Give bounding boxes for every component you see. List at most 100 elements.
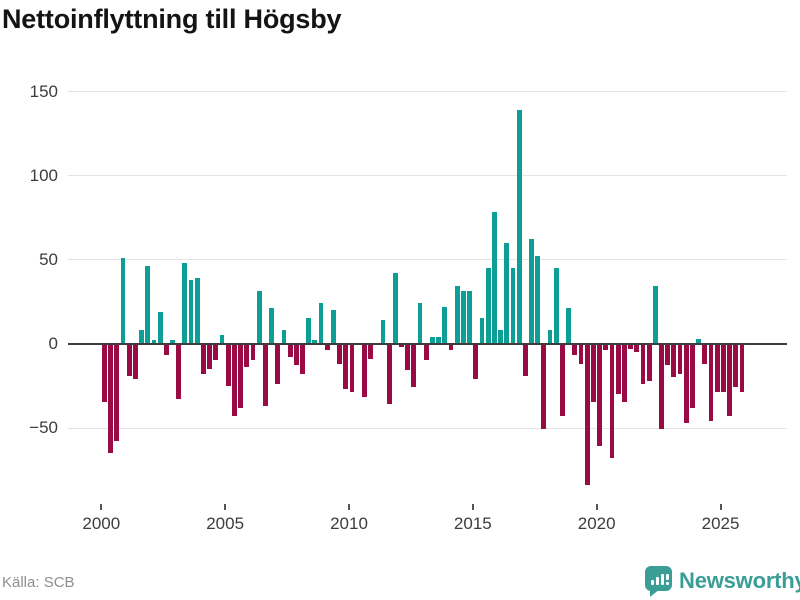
bar-2017-q3	[535, 256, 541, 344]
x-axis-tick	[719, 504, 722, 510]
x-axis-label-2020: 2020	[577, 514, 616, 533]
bar-2023-q3	[683, 343, 689, 423]
bar-2009-q3	[337, 343, 343, 364]
bar-2022-q4	[665, 343, 671, 366]
bar-2003-q2	[182, 262, 188, 344]
newsworthy-logo[interactable]: Newsworthy	[645, 565, 800, 597]
bar-2006-q1	[250, 343, 256, 361]
bar-2013-q2	[430, 336, 435, 344]
bar-2017-q1	[522, 343, 528, 376]
bar-2016-q3	[510, 267, 516, 344]
bar-2007-q2	[281, 330, 287, 344]
bar-2000-q3	[114, 343, 120, 442]
bar-2009-q1	[324, 343, 330, 351]
bar-2019-q2	[578, 343, 584, 364]
bar-2002-q1	[151, 340, 157, 344]
bar-2014-q4	[467, 291, 473, 344]
logo-bar-icon	[651, 580, 654, 585]
bar-2021-q1	[621, 343, 627, 403]
bar-2001-q4	[145, 266, 151, 344]
bar-2004-q4	[219, 335, 225, 344]
bar-2000-q2	[108, 343, 113, 453]
bar-2024-q1	[696, 338, 702, 344]
bar-2006-q2	[256, 291, 262, 344]
gridline-50	[68, 259, 787, 261]
x-axis-label-2015: 2015	[453, 514, 492, 533]
x-axis-label-2000: 2000	[82, 514, 121, 533]
gridline-150	[68, 91, 787, 93]
bar-2007-q3	[287, 343, 293, 357]
bar-2014-q3	[461, 291, 466, 344]
bar-2018-q1	[547, 330, 553, 344]
x-axis-tick	[595, 504, 598, 510]
x-axis-label-2025: 2025	[701, 514, 740, 533]
bar-2001-q3	[139, 330, 144, 344]
bar-2002-q3	[163, 343, 169, 356]
bar-2013-q4	[442, 306, 448, 344]
bar-2021-q4	[640, 343, 646, 384]
logo-exclamation-icon	[666, 574, 669, 580]
bar-2004-q2	[207, 343, 213, 369]
source-label: Källa: SCB	[2, 574, 75, 591]
bar-2008-q1	[300, 343, 305, 374]
x-axis-tick	[471, 504, 474, 510]
bar-2008-q3	[312, 340, 318, 344]
bar-2023-q4	[690, 343, 695, 408]
bar-2016-q1	[498, 330, 503, 344]
bar-2015-q2	[479, 318, 485, 344]
bar-chart: 150 100 50 0 −50 2000 2005 2010 2015 2020 2025	[29, 81, 787, 533]
bar-2012-q4	[417, 303, 423, 344]
bar-2020-q4	[615, 343, 621, 394]
bar-2021-q3	[634, 343, 640, 352]
bar-2005-q4	[244, 343, 250, 368]
bar-2025-q3	[733, 343, 739, 388]
bar-2024-q3	[708, 343, 714, 421]
bar-2010-q4	[368, 343, 373, 359]
chart-title: Nettoinflyttning till Högsby	[2, 4, 342, 34]
bar-2011-q3	[386, 343, 392, 405]
bar-2019-q4	[591, 343, 596, 403]
bar-2020-q1	[597, 343, 602, 447]
bar-2007-q1	[275, 343, 281, 384]
bar-2010-q1	[349, 343, 355, 393]
bar-2011-q4	[392, 272, 398, 344]
bar-2001-q1	[126, 343, 132, 376]
newsworthy-logo-icon	[645, 566, 672, 591]
bar-2013-q1	[423, 343, 429, 361]
bar-2025-q2	[727, 343, 732, 416]
bar-2018-q3	[560, 343, 565, 416]
bar-2015-q3	[485, 267, 491, 344]
bar-2020-q2	[603, 343, 609, 351]
logo-bar-icon	[656, 577, 659, 585]
bar-2015-q4	[491, 212, 497, 344]
x-axis-tick	[348, 504, 350, 510]
logo-tail-icon	[650, 589, 660, 597]
bar-2016-q4	[516, 109, 522, 344]
bar-2012-q3	[411, 343, 417, 388]
bar-2023-q1	[671, 343, 677, 378]
bar-2019-q3	[584, 343, 590, 485]
y-axis-label: 150	[29, 81, 58, 101]
zero-baseline	[68, 342, 787, 345]
bar-2022-q1	[646, 343, 652, 381]
bar-2000-q1	[102, 343, 107, 403]
bar-2019-q1	[572, 343, 578, 356]
bar-2010-q3	[361, 343, 367, 398]
x-axis-label-2010: 2010	[330, 514, 368, 533]
gridline--50	[68, 427, 787, 429]
bar-2016-q2	[504, 242, 510, 344]
bar-2025-q4	[739, 343, 745, 393]
bar-2020-q3	[609, 343, 615, 458]
bar-2004-q3	[213, 343, 219, 361]
bar-2008-q2	[306, 318, 312, 344]
bar-2017-q2	[529, 239, 534, 344]
bar-2009-q4	[343, 343, 349, 389]
bar-2006-q3	[262, 343, 268, 406]
logo-exclamation-dot-icon	[666, 582, 669, 585]
bar-2012-q2	[405, 343, 411, 371]
bar-2024-q2	[702, 343, 708, 364]
bar-2014-q2	[454, 286, 460, 344]
y-axis-label: −50	[29, 418, 58, 438]
bar-2018-q2	[553, 267, 559, 344]
bar-2011-q2	[380, 319, 386, 344]
